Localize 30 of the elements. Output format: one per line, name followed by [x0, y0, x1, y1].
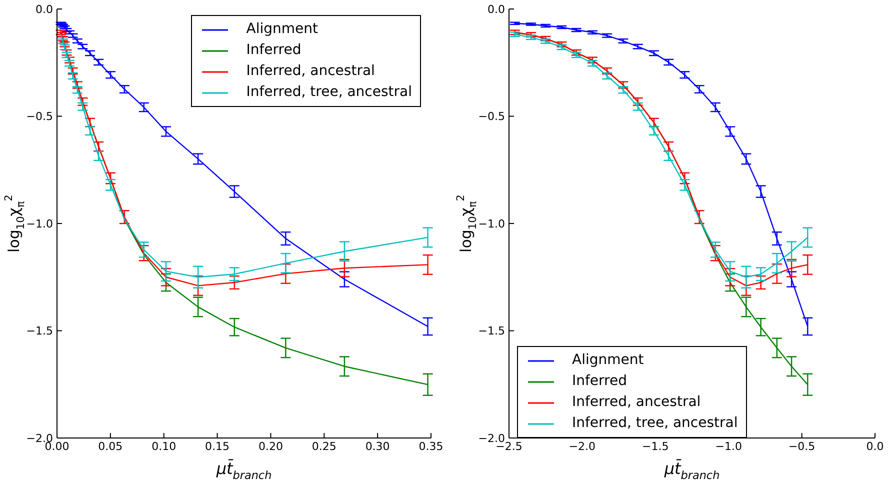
- legend-label: Inferred, tree, ancestral: [572, 414, 738, 433]
- y-tick-label: 0.0: [488, 2, 505, 16]
- legend-label: Inferred, ancestral: [246, 62, 375, 81]
- y-tick-label: −1.0: [26, 217, 53, 230]
- x-tick-label: 0.05: [98, 440, 123, 453]
- x-axis-title: μt̄$_{branch}$: [663, 459, 720, 480]
- y-tick-label: −1.0: [478, 217, 505, 230]
- legend-label: Alignment: [246, 20, 318, 39]
- x-tick-label: −1.5: [642, 440, 669, 453]
- y-tick-label: −0.5: [478, 110, 505, 124]
- x-tick-label: −2.0: [568, 440, 596, 453]
- y-tick-label: 0.0: [36, 2, 53, 16]
- x-axis-title: μt̄$_{branch}$: [215, 459, 272, 480]
- x-tick-label: 0.35: [418, 440, 444, 453]
- y-tick-label: −1.5: [26, 324, 53, 338]
- x-tick-label: 0.10: [152, 440, 176, 453]
- legend-label: Inferred: [572, 372, 628, 391]
- legend-label: Inferred: [246, 41, 302, 60]
- x-tick-label: −1.0: [715, 440, 742, 453]
- legend-label: Inferred, tree, ancestral: [246, 83, 412, 102]
- x-tick-label: 0.25: [312, 440, 336, 453]
- x-tick-label: 0.15: [205, 440, 230, 453]
- x-tick-label: 0.30: [365, 440, 390, 453]
- y-tick-label: −1.5: [478, 324, 505, 338]
- legend-label: Inferred, ancestral: [572, 393, 701, 412]
- legend-label: Alignment: [572, 351, 644, 370]
- x-tick-label: 0.20: [258, 440, 283, 453]
- x-tick-label: −0.5: [788, 440, 816, 453]
- x-tick-label: 0.0: [866, 440, 884, 453]
- y-tick-label: −0.5: [26, 110, 53, 124]
